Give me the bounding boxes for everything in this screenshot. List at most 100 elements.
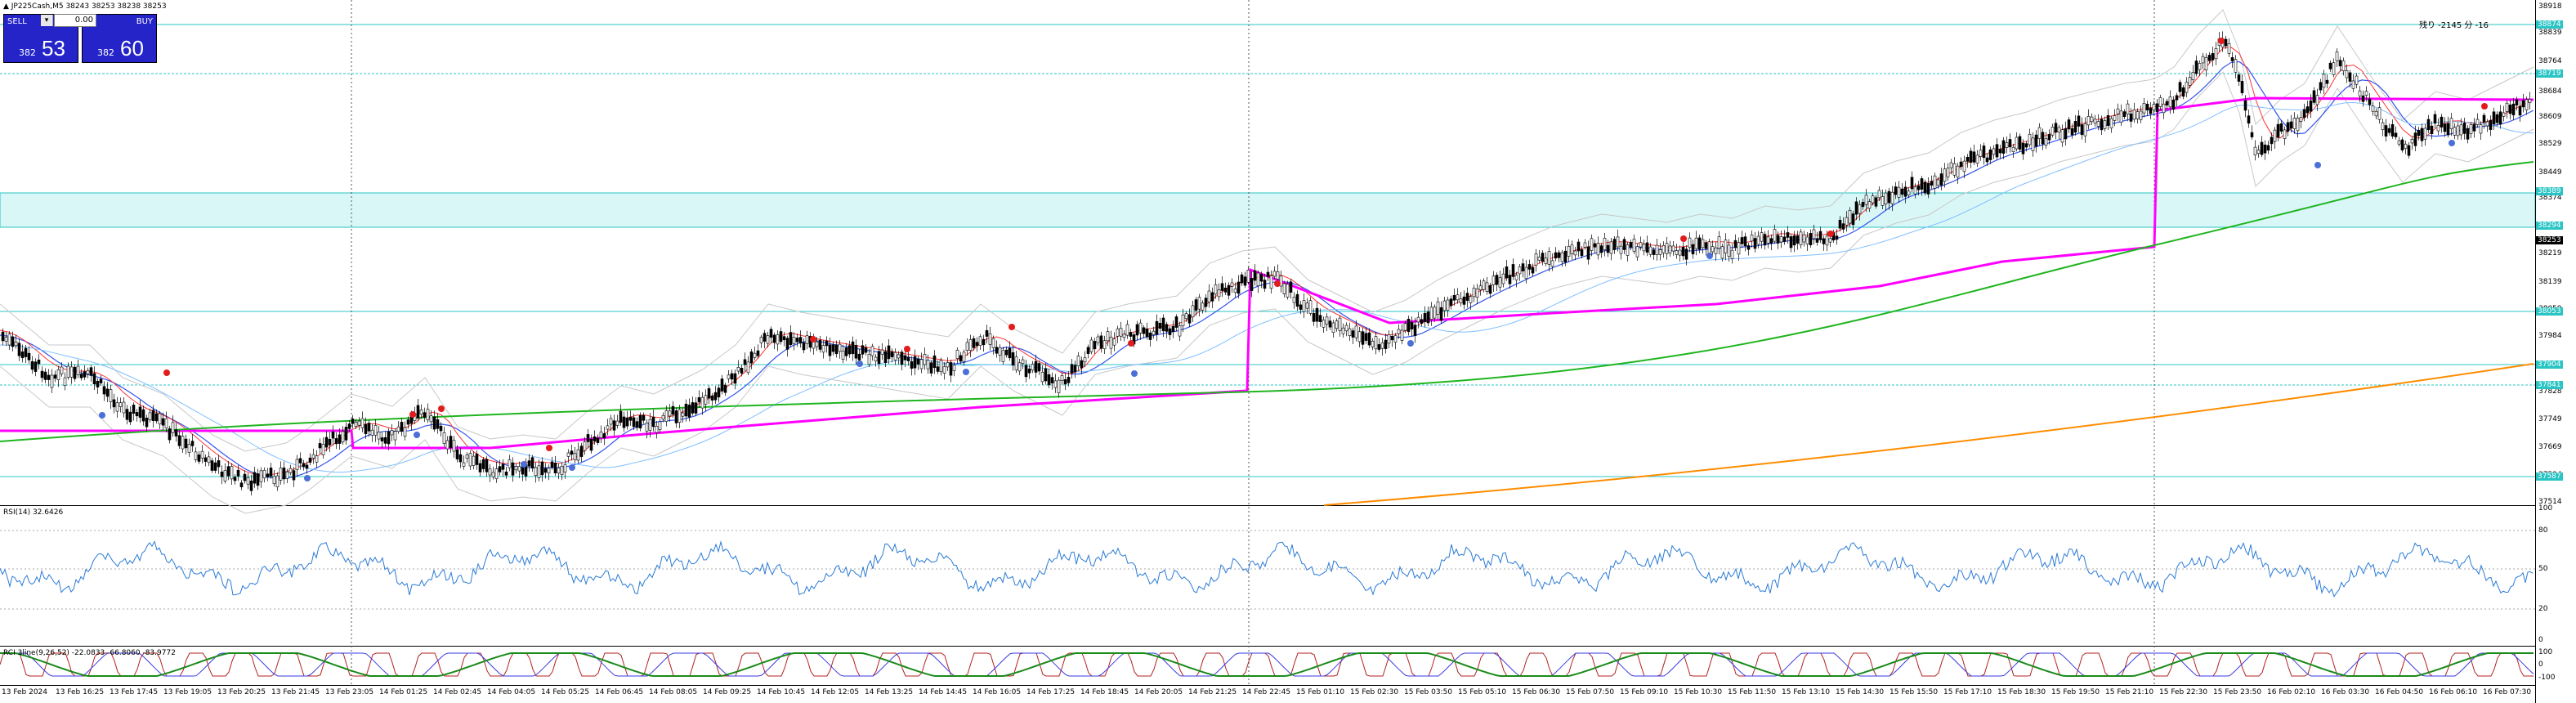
candle-body	[1737, 242, 1741, 255]
candle-body	[1871, 195, 1875, 204]
candle-body	[2247, 115, 2251, 124]
chevron-down-icon[interactable]: ▾	[41, 15, 53, 26]
candle-body	[151, 410, 155, 421]
candle-body	[217, 460, 221, 468]
price-level-badge: 37904	[2536, 360, 2563, 369]
candle-body	[2240, 81, 2244, 93]
candle-body	[1076, 356, 1080, 366]
candle-body	[1214, 284, 1218, 295]
candle-body	[1, 331, 5, 342]
candle-body	[7, 334, 11, 346]
candle-body	[851, 341, 855, 354]
candle-body	[932, 355, 937, 368]
time-tick-label: 15 Feb 09:10	[1620, 688, 1669, 696]
candle-body	[475, 454, 479, 465]
candle-body	[1452, 294, 1456, 301]
candle-body	[642, 414, 646, 421]
candle-body	[2279, 123, 2283, 132]
candle-body	[818, 339, 822, 350]
candle-body	[1867, 201, 1872, 209]
sell-signal-dot	[1128, 340, 1134, 347]
candle-body	[1083, 357, 1087, 363]
candle-body	[1642, 244, 1646, 252]
candle-body	[468, 453, 472, 467]
candle-body	[302, 463, 306, 468]
candle-body	[1135, 324, 1139, 336]
candle-body	[1554, 252, 1558, 259]
candle-body	[488, 468, 492, 476]
candle-body	[1027, 368, 1031, 374]
candle-body	[1344, 325, 1348, 332]
candle-body	[400, 422, 404, 432]
candle-body	[56, 369, 60, 380]
candle-body	[1979, 150, 1983, 157]
candle-body	[1606, 244, 1610, 253]
candle-body	[704, 395, 708, 405]
candle-body	[472, 455, 476, 466]
candle-body	[1547, 251, 1551, 265]
candle-body	[527, 460, 531, 467]
candle-body	[2018, 136, 2022, 150]
support-resistance-zone	[0, 192, 2535, 228]
candle-body	[2001, 140, 2006, 154]
candle-body	[370, 429, 374, 436]
candle-body	[2404, 143, 2408, 149]
time-tick-label: 15 Feb 01:10	[1296, 688, 1345, 696]
candle-body	[1276, 271, 1280, 280]
candle-body	[109, 389, 113, 402]
one-click-trading-panel: SELL 382 53 BUY 382 60 ▾ 0.00	[3, 14, 159, 63]
candle-body	[2031, 137, 2035, 151]
time-tick-label: 15 Feb 17:10	[1943, 688, 1992, 696]
candle-body	[890, 351, 894, 357]
candle-body	[903, 355, 907, 360]
candle-body	[2152, 104, 2156, 110]
candle-body	[47, 374, 51, 380]
candle-body	[360, 418, 364, 428]
candle-body	[2234, 59, 2238, 73]
candle-body	[1920, 178, 1924, 190]
buy-signal-dot	[1706, 253, 1713, 259]
candle-body	[1429, 307, 1433, 320]
candle-body	[965, 342, 969, 351]
lot-size-input[interactable]: 0.00	[54, 14, 96, 27]
candle-body	[2214, 48, 2218, 60]
candle-body	[847, 345, 852, 355]
candle-body	[923, 354, 927, 365]
candle-body	[1063, 379, 1067, 385]
candle-body	[1910, 177, 1914, 190]
candle-body	[154, 413, 159, 422]
candle-body	[1907, 190, 1911, 195]
candle-body	[1668, 245, 1672, 253]
buy-signal-dot	[2449, 140, 2455, 146]
candle-body	[1413, 325, 1417, 336]
candle-body	[2456, 125, 2460, 137]
candle-body	[893, 352, 897, 360]
candle-body	[1684, 249, 1688, 260]
candle-body	[508, 459, 512, 468]
candle-body	[501, 463, 505, 470]
candle-body	[429, 415, 433, 423]
candle-body	[200, 450, 204, 459]
candle-body	[798, 337, 803, 344]
price-level-badge: 37841	[2536, 381, 2563, 389]
rci-panel[interactable]	[0, 647, 2535, 686]
rsi-tick-label: 0	[2538, 636, 2543, 644]
candle-body	[2103, 120, 2107, 129]
candle-body	[2322, 74, 2326, 87]
candle-body	[308, 457, 312, 463]
sell-signal-dot	[904, 346, 910, 352]
candle-body	[1197, 297, 1201, 310]
candle-body	[2171, 100, 2176, 110]
candle-body	[1887, 190, 1891, 204]
candle-body	[1750, 235, 1754, 242]
candle-body	[1099, 335, 1103, 349]
candle-body	[233, 477, 237, 481]
candle-body	[727, 374, 731, 379]
candlesticks	[1, 31, 2532, 496]
candle-body	[1335, 320, 1339, 329]
candle-body	[1534, 253, 1538, 266]
candle-body	[1067, 377, 1071, 383]
candle-body	[2054, 123, 2058, 133]
price-scale[interactable]	[2535, 0, 2576, 703]
